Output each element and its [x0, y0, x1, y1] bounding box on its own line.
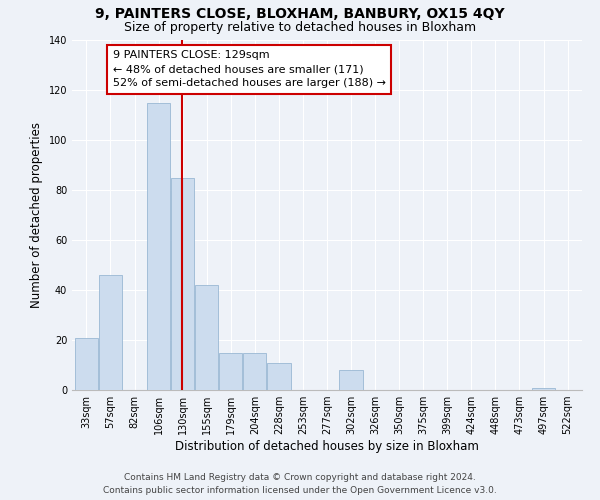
Bar	[195, 285, 218, 390]
Bar	[267, 362, 290, 390]
Bar	[75, 338, 98, 390]
Y-axis label: Number of detached properties: Number of detached properties	[30, 122, 43, 308]
Bar	[147, 102, 170, 390]
Bar	[99, 275, 122, 390]
Text: 9, PAINTERS CLOSE, BLOXHAM, BANBURY, OX15 4QY: 9, PAINTERS CLOSE, BLOXHAM, BANBURY, OX1…	[95, 8, 505, 22]
Text: 9 PAINTERS CLOSE: 129sqm
← 48% of detached houses are smaller (171)
52% of semi-: 9 PAINTERS CLOSE: 129sqm ← 48% of detach…	[113, 50, 386, 88]
X-axis label: Distribution of detached houses by size in Bloxham: Distribution of detached houses by size …	[175, 440, 479, 453]
Bar	[340, 370, 363, 390]
Text: Contains HM Land Registry data © Crown copyright and database right 2024.
Contai: Contains HM Land Registry data © Crown c…	[103, 473, 497, 495]
Bar	[219, 352, 242, 390]
Bar	[171, 178, 194, 390]
Text: Size of property relative to detached houses in Bloxham: Size of property relative to detached ho…	[124, 21, 476, 34]
Bar	[243, 352, 266, 390]
Bar	[532, 388, 555, 390]
